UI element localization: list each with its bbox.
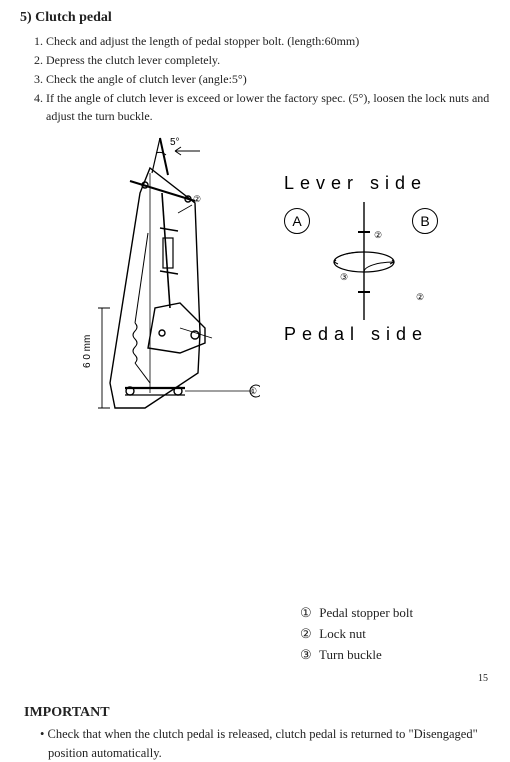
- callout-2-upper: ②: [193, 194, 201, 204]
- step-item: If the angle of clutch lever is exceed o…: [46, 89, 490, 125]
- important-text: • Check that when the clutch pedal is re…: [40, 725, 490, 761]
- angle-label: 5°: [170, 137, 180, 148]
- legend-row: ② Lock nut: [300, 624, 490, 645]
- turnbuckle-icon: ② ③ ②: [284, 202, 454, 322]
- legend-num: ②: [300, 624, 316, 645]
- section-number: 5): [20, 10, 32, 25]
- legend-row: ① Pedal stopper bolt: [300, 603, 490, 624]
- legend-text: Pedal stopper bolt: [319, 605, 413, 620]
- callout-3-right: ③: [340, 272, 348, 282]
- step-item: Depress the clutch lever completely.: [46, 51, 490, 69]
- section-heading: 5) Clutch pedal: [20, 10, 490, 26]
- legend: ① Pedal stopper bolt ② Lock nut ③ Turn b…: [300, 603, 490, 665]
- important-block: IMPORTANT • Check that when the clutch p…: [20, 705, 490, 761]
- page: 5) Clutch pedal Check and adjust the len…: [0, 0, 510, 708]
- step-item: Check and adjust the length of pedal sto…: [46, 32, 490, 50]
- legend-num: ③: [300, 645, 316, 666]
- step-list: Check and adjust the length of pedal sto…: [46, 32, 490, 125]
- callout-2-right-upper: ②: [374, 230, 382, 240]
- important-body: Check that when the clutch pedal is rele…: [48, 727, 478, 759]
- legend-text: Lock nut: [319, 626, 366, 641]
- bullet: •: [40, 727, 44, 741]
- lever-side-label: Lever side: [284, 173, 428, 194]
- section-title-text: Clutch pedal: [35, 10, 112, 25]
- callout-2-right-lower: ②: [416, 292, 424, 302]
- legend-num: ①: [300, 603, 316, 624]
- clutch-pedal-diagram: 5° 6 0 mm ② ①: [30, 133, 260, 433]
- figure-area: 5° 6 0 mm ② ① Lever side A B: [20, 133, 490, 433]
- legend-row: ③ Turn buckle: [300, 645, 490, 666]
- right-label-block: Lever side A B: [284, 173, 428, 345]
- page-number: 15: [478, 673, 488, 684]
- callout-1: ①: [249, 386, 257, 396]
- legend-text: Turn buckle: [319, 647, 382, 662]
- pedal-side-label: Pedal side: [284, 324, 428, 345]
- dimension-label: 6 0 mm: [82, 335, 93, 368]
- step-item: Check the angle of clutch lever (angle:5…: [46, 70, 490, 88]
